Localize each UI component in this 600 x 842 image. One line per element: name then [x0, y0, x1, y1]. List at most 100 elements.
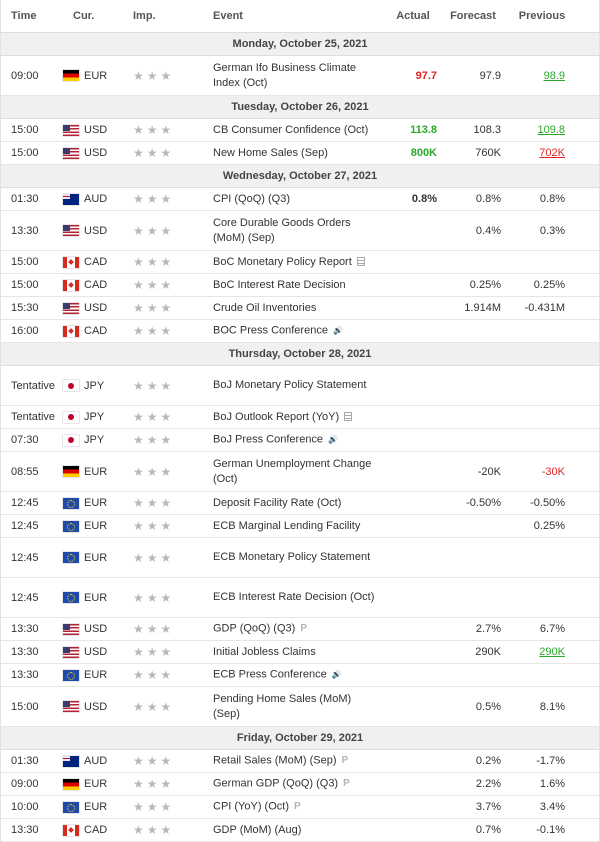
- importance-stars: ★★★: [133, 192, 213, 206]
- event-row[interactable]: 15:00 CAD ★★★ BoC Monetary Policy Report: [1, 251, 599, 274]
- event-name[interactable]: Pending Home Sales (MoM) (Sep): [213, 693, 351, 720]
- event-row[interactable]: 12:45 EUR ★★★ Deposit Facility Rate (Oct) -0…: [1, 492, 599, 515]
- event-name-cell[interactable]: CPI (YoY) (Oct) P: [213, 799, 385, 814]
- event-name-cell[interactable]: CB Consumer Confidence (Oct): [213, 123, 385, 138]
- event-name-cell[interactable]: BoJ Monetary Policy Statement: [213, 378, 385, 393]
- event-row[interactable]: 09:00 EUR ★★★ German GDP (QoQ) (Q3) P 2.2% 1.6…: [1, 773, 599, 796]
- importance-stars: ★★★: [133, 622, 213, 636]
- event-name-cell[interactable]: BoJ Outlook Report (YoY): [213, 410, 385, 425]
- event-name[interactable]: BoJ Press Conference: [213, 434, 323, 446]
- event-previous: 290K: [539, 646, 565, 658]
- speaker-icon[interactable]: 🔊: [332, 667, 342, 682]
- header-forecast[interactable]: Forecast: [441, 10, 505, 22]
- event-name[interactable]: CPI (YoY) (Oct): [213, 801, 289, 813]
- event-currency: EUR: [63, 801, 133, 813]
- event-name[interactable]: Core Durable Goods Orders (MoM) (Sep): [213, 217, 351, 244]
- event-name-cell[interactable]: German Unemployment Change (Oct): [213, 457, 385, 487]
- event-name-cell[interactable]: Deposit Facility Rate (Oct): [213, 496, 385, 511]
- event-row[interactable]: Tentative JPY ★★★ BoJ Monetary Policy State…: [1, 366, 599, 406]
- flag-us-icon: [63, 647, 79, 658]
- event-name[interactable]: Initial Jobless Claims: [213, 646, 316, 658]
- event-row[interactable]: 12:45 EUR ★★★ ECB Interest Rate Decision (O…: [1, 578, 599, 618]
- header-event[interactable]: Event: [213, 10, 385, 22]
- event-name-cell[interactable]: German GDP (QoQ) (Q3) P: [213, 776, 385, 791]
- event-row[interactable]: 01:30 AUD ★★★ Retail Sales (MoM) (Sep) P 0.2%…: [1, 750, 599, 773]
- event-name[interactable]: German Ifo Business Climate Index (Oct): [213, 62, 356, 89]
- event-row[interactable]: 07:30 JPY ★★★ BoJ Press Conference 🔊: [1, 429, 599, 452]
- currency-code: JPY: [84, 411, 104, 423]
- event-row[interactable]: 15:00 USD ★★★ CB Consumer Confidence (Oct) 1…: [1, 119, 599, 142]
- event-row[interactable]: 13:30 USD ★★★ GDP (QoQ) (Q3) P 2.7% 6.7%: [1, 618, 599, 641]
- event-name[interactable]: ECB Marginal Lending Facility: [213, 520, 360, 532]
- event-name[interactable]: Crude Oil Inventories: [213, 302, 316, 314]
- event-name[interactable]: BoC Monetary Policy Report: [213, 256, 352, 268]
- event-name[interactable]: ECB Press Conference: [213, 669, 327, 681]
- event-name-cell[interactable]: Core Durable Goods Orders (MoM) (Sep): [213, 216, 385, 246]
- event-name-cell[interactable]: German Ifo Business Climate Index (Oct): [213, 61, 385, 91]
- event-name-cell[interactable]: Retail Sales (MoM) (Sep) P: [213, 753, 385, 768]
- event-name-cell[interactable]: BoJ Press Conference 🔊: [213, 432, 385, 447]
- event-name-cell[interactable]: CPI (QoQ) (Q3): [213, 192, 385, 207]
- event-row[interactable]: 15:00 USD ★★★ New Home Sales (Sep) 800K 760K 7…: [1, 142, 599, 165]
- event-row[interactable]: Tentative JPY ★★★ BoJ Outlook Report (YoY): [1, 406, 599, 429]
- event-previous-cell: -1.7%: [505, 755, 579, 767]
- event-row[interactable]: 16:00 CAD ★★★ BOC Press Conference 🔊: [1, 320, 599, 343]
- header-importance[interactable]: Imp.: [133, 10, 213, 22]
- currency-code: CAD: [84, 824, 107, 836]
- doc-icon[interactable]: [357, 257, 365, 266]
- event-name[interactable]: Deposit Facility Rate (Oct): [213, 497, 341, 509]
- event-name-cell[interactable]: BOC Press Conference 🔊: [213, 323, 385, 338]
- event-name[interactable]: BoJ Monetary Policy Statement: [213, 379, 366, 391]
- event-name[interactable]: ECB Interest Rate Decision (Oct): [213, 591, 374, 603]
- event-name[interactable]: CB Consumer Confidence (Oct): [213, 124, 368, 136]
- event-row[interactable]: 12:45 EUR ★★★ ECB Marginal Lending Facility…: [1, 515, 599, 538]
- event-row[interactable]: 10:00 EUR ★★★ CPI (YoY) (Oct) P 3.7% 3.4%: [1, 796, 599, 819]
- event-name-cell[interactable]: ECB Monetary Policy Statement: [213, 550, 385, 565]
- event-row[interactable]: 13:30 USD ★★★ Initial Jobless Claims 290K 290…: [1, 641, 599, 664]
- event-name[interactable]: GDP (QoQ) (Q3): [213, 623, 295, 635]
- event-name[interactable]: ECB Monetary Policy Statement: [213, 551, 370, 563]
- event-name[interactable]: German GDP (QoQ) (Q3): [213, 778, 338, 790]
- event-name-cell[interactable]: GDP (MoM) (Aug): [213, 823, 385, 838]
- event-name[interactable]: New Home Sales (Sep): [213, 147, 328, 159]
- speaker-icon[interactable]: 🔊: [328, 432, 338, 447]
- speaker-icon[interactable]: 🔊: [333, 323, 343, 338]
- event-name-cell[interactable]: Crude Oil Inventories: [213, 301, 385, 316]
- event-name[interactable]: German Unemployment Change (Oct): [213, 458, 371, 485]
- event-previous-cell: 109.8: [505, 124, 579, 136]
- event-name[interactable]: Retail Sales (MoM) (Sep): [213, 755, 336, 767]
- event-name-cell[interactable]: ECB Marginal Lending Facility: [213, 519, 385, 534]
- event-row[interactable]: 15:00 CAD ★★★ BoC Interest Rate Decision 0.2…: [1, 274, 599, 297]
- event-name-cell[interactable]: Initial Jobless Claims: [213, 645, 385, 660]
- event-row[interactable]: 13:30 CAD ★★★ GDP (MoM) (Aug) 0.7% -0.1%: [1, 819, 599, 842]
- event-name-cell[interactable]: GDP (QoQ) (Q3) P: [213, 621, 385, 636]
- event-name-cell[interactable]: ECB Press Conference 🔊: [213, 667, 385, 682]
- event-row[interactable]: 13:30 USD ★★★ Core Durable Goods Orders (Mo…: [1, 211, 599, 251]
- event-row[interactable]: 15:00 USD ★★★ Pending Home Sales (MoM) (Sep…: [1, 687, 599, 727]
- event-actual: 0.8%: [385, 193, 441, 205]
- event-row[interactable]: 08:55 EUR ★★★ German Unemployment Change (O…: [1, 452, 599, 492]
- event-row[interactable]: 12:45 EUR ★★★ ECB Monetary Policy Statement: [1, 538, 599, 578]
- header-previous[interactable]: Previous: [505, 10, 579, 22]
- event-name[interactable]: BoC Interest Rate Decision: [213, 279, 346, 291]
- header-currency[interactable]: Cur.: [63, 10, 133, 22]
- event-row[interactable]: 01:30 AUD ★★★ CPI (QoQ) (Q3) 0.8% 0.8% 0.8%: [1, 188, 599, 211]
- event-currency: EUR: [63, 70, 133, 82]
- event-row[interactable]: 09:00 EUR ★★★ German Ifo Business Climate I…: [1, 56, 599, 96]
- event-row[interactable]: 13:30 EUR ★★★ ECB Press Conference 🔊: [1, 664, 599, 687]
- event-name-cell[interactable]: BoC Interest Rate Decision: [213, 278, 385, 293]
- header-actual[interactable]: Actual: [385, 10, 441, 22]
- event-name-cell[interactable]: Pending Home Sales (MoM) (Sep): [213, 692, 385, 722]
- event-currency: EUR: [63, 466, 133, 478]
- event-name[interactable]: BOC Press Conference: [213, 325, 328, 337]
- event-name[interactable]: CPI (QoQ) (Q3): [213, 193, 290, 205]
- event-name[interactable]: BoJ Outlook Report (YoY): [213, 411, 339, 423]
- event-name-cell[interactable]: New Home Sales (Sep): [213, 146, 385, 161]
- event-row[interactable]: 15:30 USD ★★★ Crude Oil Inventories 1.914M -0…: [1, 297, 599, 320]
- event-name-cell[interactable]: ECB Interest Rate Decision (Oct): [213, 590, 385, 605]
- event-name[interactable]: GDP (MoM) (Aug): [213, 824, 301, 836]
- doc-icon[interactable]: [344, 412, 352, 421]
- currency-code: EUR: [84, 70, 107, 82]
- header-time[interactable]: Time: [1, 10, 63, 22]
- event-name-cell[interactable]: BoC Monetary Policy Report: [213, 255, 385, 270]
